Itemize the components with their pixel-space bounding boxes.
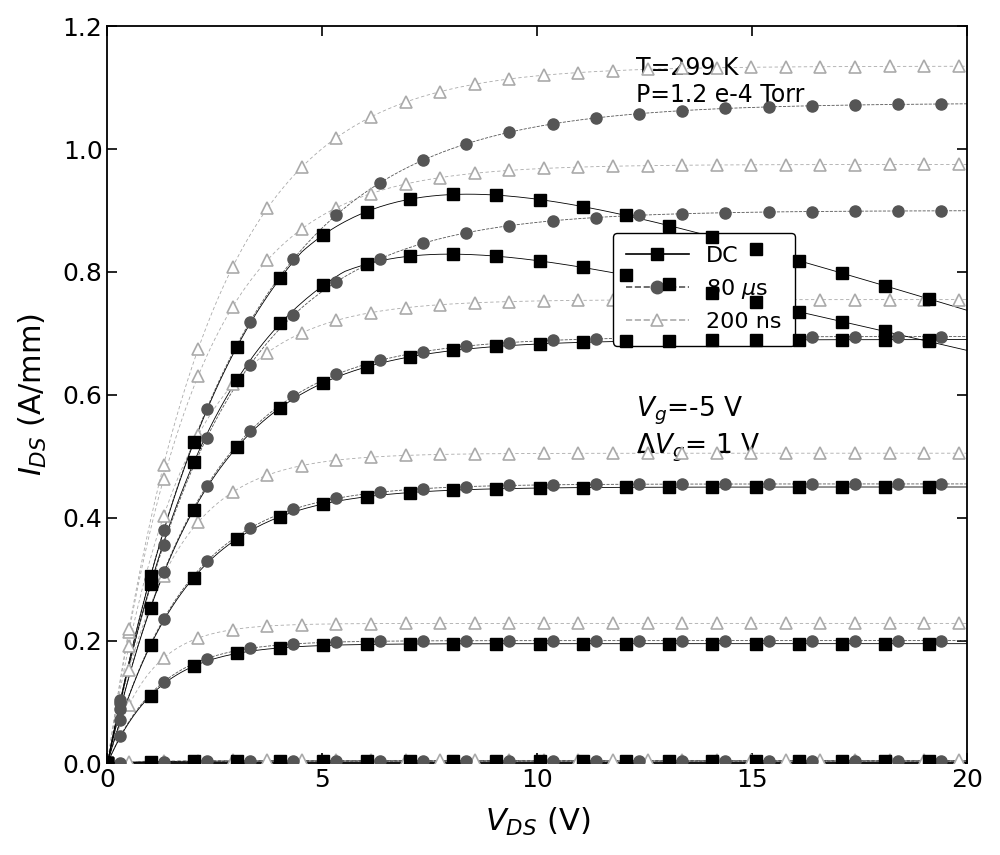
Text: T=299 K
P=1.2 e-4 Torr: T=299 K P=1.2 e-4 Torr [636, 56, 805, 108]
Legend: DC, 80 $\mu$s, 200 ns: DC, 80 $\mu$s, 200 ns [613, 233, 795, 345]
Y-axis label: $I_{DS}$ (A/mm): $I_{DS}$ (A/mm) [17, 313, 49, 476]
X-axis label: $V_{DS}$ (V): $V_{DS}$ (V) [485, 806, 590, 839]
Text: $V_g$=-5 V
$\Delta V_g$= 1 V: $V_g$=-5 V $\Delta V_g$= 1 V [636, 395, 760, 463]
